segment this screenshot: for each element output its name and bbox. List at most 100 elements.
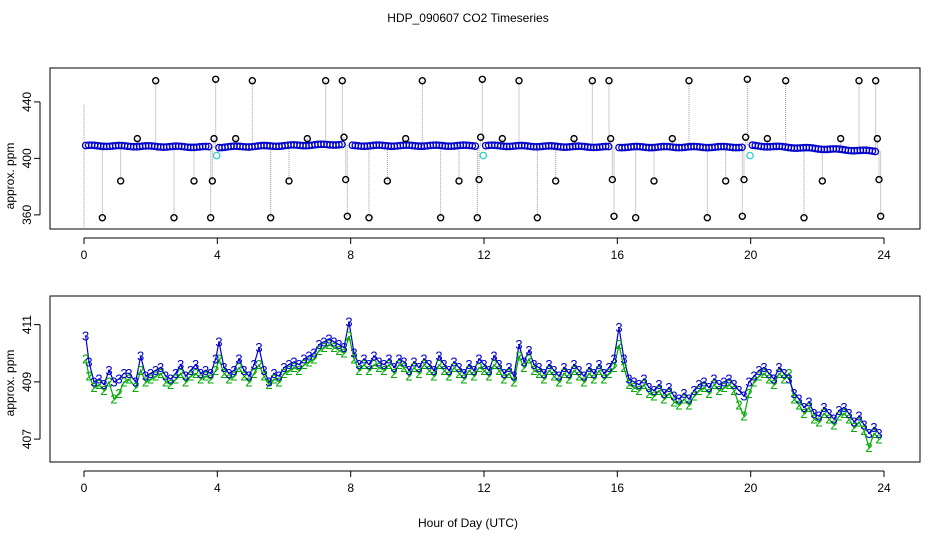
series-2-marker: 2 bbox=[605, 366, 612, 381]
series-3-marker: 3 bbox=[445, 363, 452, 378]
series-3-marker: 3 bbox=[775, 360, 782, 375]
outlier-point bbox=[855, 77, 863, 85]
series-2-marker: 2 bbox=[580, 374, 587, 389]
series-3-marker: 3 bbox=[745, 374, 752, 389]
series-2-marker: 2 bbox=[530, 363, 537, 378]
series-2-marker: 2 bbox=[495, 363, 502, 378]
series-3-marker: 3 bbox=[345, 314, 352, 329]
series-2-marker: 2 bbox=[745, 386, 752, 401]
series-3-marker: 3 bbox=[635, 377, 642, 392]
series-3-marker: 3 bbox=[825, 406, 832, 421]
outlier-point bbox=[743, 75, 752, 83]
series-2-marker: 2 bbox=[90, 380, 97, 395]
series-3-marker: 3 bbox=[550, 363, 557, 378]
series-3-marker: 3 bbox=[835, 403, 842, 418]
series-2-marker: 2 bbox=[775, 366, 782, 381]
series-2-marker: 2 bbox=[755, 369, 762, 384]
outlier-point bbox=[343, 212, 352, 220]
series-2-marker: 2 bbox=[340, 346, 347, 361]
series-2-marker: 2 bbox=[725, 377, 732, 392]
outlier-point bbox=[650, 177, 658, 185]
series-2-marker: 2 bbox=[280, 366, 287, 381]
series-2-marker: 2 bbox=[105, 374, 112, 389]
series-3-marker: 3 bbox=[385, 351, 392, 366]
series-2-marker: 2 bbox=[585, 366, 592, 381]
series-3-marker: 3 bbox=[245, 369, 252, 384]
series-3-marker: 3 bbox=[395, 351, 402, 366]
series-3-marker: 3 bbox=[510, 369, 517, 384]
series-3-marker: 3 bbox=[610, 351, 617, 366]
series-3-marker: 3 bbox=[740, 389, 747, 404]
series-3-marker: 3 bbox=[455, 360, 462, 375]
outlier-point bbox=[818, 177, 827, 185]
outlier-point bbox=[133, 134, 142, 143]
series-2-marker: 2 bbox=[152, 369, 159, 384]
series-2-marker: 2 bbox=[85, 369, 92, 384]
series-2-marker: 2 bbox=[720, 380, 727, 395]
series-3-marker: 3 bbox=[410, 354, 417, 369]
series-3-marker: 3 bbox=[525, 343, 532, 358]
outlier-point bbox=[685, 77, 693, 85]
series-2-marker: 2 bbox=[270, 372, 277, 387]
series-3-marker: 3 bbox=[730, 377, 737, 392]
series-2-marker: 2 bbox=[560, 366, 567, 381]
series-2-marker: 2 bbox=[785, 366, 792, 381]
series-2-marker: 2 bbox=[295, 363, 302, 378]
series-3-line bbox=[85, 321, 880, 435]
outlier-point bbox=[266, 214, 275, 222]
series-3-marker: 3 bbox=[600, 366, 607, 381]
series-3-marker: 3 bbox=[420, 351, 427, 366]
series-2-marker: 2 bbox=[770, 377, 777, 392]
series-2-marker: 2 bbox=[365, 363, 372, 378]
series-3-marker: 3 bbox=[187, 363, 194, 378]
top-plot-box bbox=[49, 67, 921, 230]
series-2-marker: 2 bbox=[540, 372, 547, 387]
series-2-marker: 2 bbox=[520, 360, 527, 375]
series-3-marker: 3 bbox=[220, 360, 227, 375]
series-2-marker: 2 bbox=[865, 440, 872, 455]
series-2-marker: 2 bbox=[835, 409, 842, 424]
series-3-marker: 3 bbox=[177, 357, 184, 372]
series-2-marker: 2 bbox=[850, 420, 857, 435]
series-2-marker: 2 bbox=[420, 357, 427, 372]
series-3-marker: 3 bbox=[310, 346, 317, 361]
series-2-marker: 2 bbox=[147, 372, 154, 387]
series-3-marker: 3 bbox=[580, 369, 587, 384]
series-2-marker: 2 bbox=[212, 363, 219, 378]
outlier-point bbox=[365, 214, 373, 222]
series-3-marker: 3 bbox=[815, 409, 822, 424]
series-3-marker: 3 bbox=[365, 357, 372, 372]
chart-title: HDP_090607 CO2 Timeseries bbox=[387, 11, 548, 25]
series-3-marker: 3 bbox=[565, 366, 572, 381]
series-3-marker: 3 bbox=[485, 363, 492, 378]
blue-point bbox=[871, 147, 880, 156]
series-2-marker: 2 bbox=[245, 374, 252, 389]
series-3-marker: 3 bbox=[315, 337, 322, 352]
series-2-marker: 2 bbox=[700, 380, 707, 395]
series-3-marker: 3 bbox=[285, 357, 292, 372]
blue-point bbox=[471, 142, 480, 150]
series-2-marker: 2 bbox=[620, 360, 627, 375]
series-3-marker: 3 bbox=[800, 400, 807, 415]
series-2-marker: 2 bbox=[525, 351, 532, 366]
bottom-x-tick-label: 8 bbox=[347, 481, 354, 495]
series-2-marker: 2 bbox=[95, 377, 102, 392]
series-3-marker: 3 bbox=[330, 334, 337, 349]
outlier-point bbox=[338, 77, 347, 85]
series-3-marker: 3 bbox=[860, 417, 867, 432]
series-2-marker: 2 bbox=[330, 340, 337, 355]
series-3-marker: 3 bbox=[230, 363, 237, 378]
series-3-marker: 3 bbox=[295, 357, 302, 372]
outlier-point bbox=[401, 134, 410, 143]
series-3-marker: 3 bbox=[700, 374, 707, 389]
blue-point bbox=[468, 141, 477, 150]
series-3-marker: 3 bbox=[360, 351, 367, 366]
series-2-marker: 2 bbox=[110, 392, 117, 407]
outlier-point bbox=[740, 175, 748, 184]
series-2-marker: 2 bbox=[650, 389, 657, 404]
series-2-marker: 2 bbox=[320, 340, 327, 355]
series-3-marker: 3 bbox=[475, 351, 482, 366]
outlier-point bbox=[498, 134, 507, 143]
series-3-marker: 3 bbox=[435, 349, 442, 364]
series-2-marker: 2 bbox=[435, 357, 442, 372]
